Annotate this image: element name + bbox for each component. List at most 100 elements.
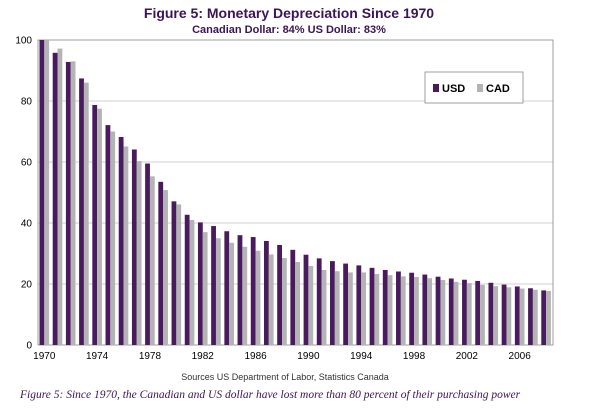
chart-subtitle: Canadian Dollar: 84% US Dollar: 83% [192, 24, 386, 36]
bar-cad-2003 [480, 284, 485, 345]
x-tick-label: 1974 [86, 351, 109, 362]
bar-cad-1988 [281, 258, 287, 345]
x-tick-label: 1970 [33, 351, 56, 362]
y-tick-label: 100 [15, 36, 32, 47]
bar-cad-1991 [321, 269, 327, 345]
bar-cad-1983 [215, 238, 221, 345]
bar-cad-1996 [387, 275, 393, 345]
bar-cad-2001 [453, 281, 459, 345]
bar-usd-1984 [224, 231, 230, 345]
bar-cad-1995 [374, 273, 380, 345]
bar-usd-1992 [330, 261, 335, 345]
bar-usd-1999 [422, 274, 428, 345]
bar-usd-2000 [435, 276, 441, 345]
bar-usd-2001 [448, 278, 454, 345]
bar-cad-2005 [506, 287, 512, 345]
bar-usd-1997 [396, 271, 401, 345]
bar-cad-1984 [229, 242, 234, 345]
bar-cad-2000 [440, 280, 446, 345]
bar-cad-1980 [176, 204, 182, 345]
y-tick-label: 60 [21, 158, 33, 169]
bar-usd-1977 [131, 149, 137, 345]
x-tick-label: 2002 [456, 351, 479, 362]
chart-source: Sources US Department of Labor, Statisti… [181, 372, 389, 382]
bar-cad-1982 [202, 232, 208, 345]
bar-usd-1986 [250, 237, 256, 345]
chart-title: Figure 5: Monetary Depreciation Since 19… [144, 5, 434, 21]
x-tick-label: 1982 [192, 351, 215, 362]
bar-cad-1972 [70, 61, 76, 345]
bar-cad-2002 [466, 283, 472, 345]
bar-usd-1974 [92, 104, 98, 345]
bar-usd-1981 [184, 214, 190, 345]
legend: USD CAD [424, 71, 524, 104]
bar-cad-2008 [546, 291, 551, 345]
legend-box [424, 71, 524, 104]
x-tick-label: 1998 [403, 351, 426, 362]
legend-label-cad: CAD [486, 83, 510, 95]
bar-usd-1987 [263, 240, 269, 345]
bar-cad-1978 [149, 176, 155, 345]
bar-usd-1998 [409, 272, 415, 345]
bar-usd-2005 [501, 284, 507, 345]
bar-cad-1985 [242, 246, 248, 345]
bar-cad-2006 [519, 288, 525, 345]
bar-usd-2004 [488, 282, 494, 345]
bar-usd-2003 [475, 280, 481, 345]
bar-usd-1996 [382, 269, 388, 345]
bar-cad-1977 [136, 161, 142, 345]
bar-usd-1971 [52, 52, 58, 346]
bar-usd-1970 [39, 40, 45, 345]
x-tick-label: 2006 [509, 351, 532, 362]
bar-usd-1978 [145, 163, 150, 345]
x-tick-label: 1990 [297, 351, 320, 362]
bar-cad-2007 [532, 289, 538, 345]
x-tick-label: 1978 [139, 351, 162, 362]
bar-cad-1993 [348, 272, 353, 345]
bar-cad-1994 [361, 272, 367, 345]
bar-usd-2008 [541, 290, 547, 345]
x-tick-label: 1994 [350, 351, 373, 362]
grid-lines [38, 100, 553, 285]
y-axis-ticks: 0 20 40 60 80 100 [15, 36, 32, 352]
bar-usd-1975 [105, 125, 111, 345]
bar-usd-2007 [528, 288, 533, 345]
figure-caption: Figure 5: Since 1970, the Canadian and U… [19, 389, 521, 401]
bar-cad-1987 [268, 254, 274, 345]
bar-cad-1997 [400, 276, 406, 345]
bar-usd-1985 [237, 235, 243, 345]
bar-cad-1971 [57, 48, 63, 345]
y-tick-label: 20 [21, 280, 33, 291]
bar-usd-1972 [65, 61, 71, 346]
bar-cad-1990 [308, 266, 314, 345]
bar-cad-1973 [83, 82, 89, 345]
bar-cad-1974 [97, 108, 102, 345]
bar-cad-1986 [255, 250, 261, 345]
bar-usd-1979 [158, 181, 164, 345]
bar-usd-1990 [303, 254, 309, 345]
bar-usd-1991 [316, 258, 322, 345]
bars [39, 40, 551, 346]
bar-cad-2004 [493, 286, 499, 345]
bar-usd-1994 [356, 265, 362, 345]
bar-cad-1998 [414, 276, 419, 345]
bar-cad-1970 [44, 40, 50, 345]
legend-swatch-usd [433, 84, 439, 92]
bar-cad-1981 [189, 219, 195, 345]
bar-usd-1976 [118, 136, 124, 345]
bar-cad-1999 [427, 278, 433, 345]
bar-cad-1979 [163, 190, 168, 345]
bar-cad-1976 [123, 146, 129, 345]
bar-usd-1983 [211, 226, 216, 345]
y-tick-label: 40 [21, 219, 33, 230]
bar-cad-1989 [295, 262, 300, 345]
x-tick-label: 1986 [244, 351, 267, 362]
bar-usd-2006 [514, 286, 520, 345]
x-axis-ticks: 1970 1974 1978 1982 1986 1990 1994 1998 2002 2006 [33, 351, 531, 362]
bar-usd-1989 [290, 249, 296, 345]
y-tick-label: 80 [21, 97, 33, 108]
bar-usd-1993 [343, 263, 349, 345]
bar-usd-1973 [79, 78, 84, 346]
bar-cad-1975 [110, 131, 116, 345]
